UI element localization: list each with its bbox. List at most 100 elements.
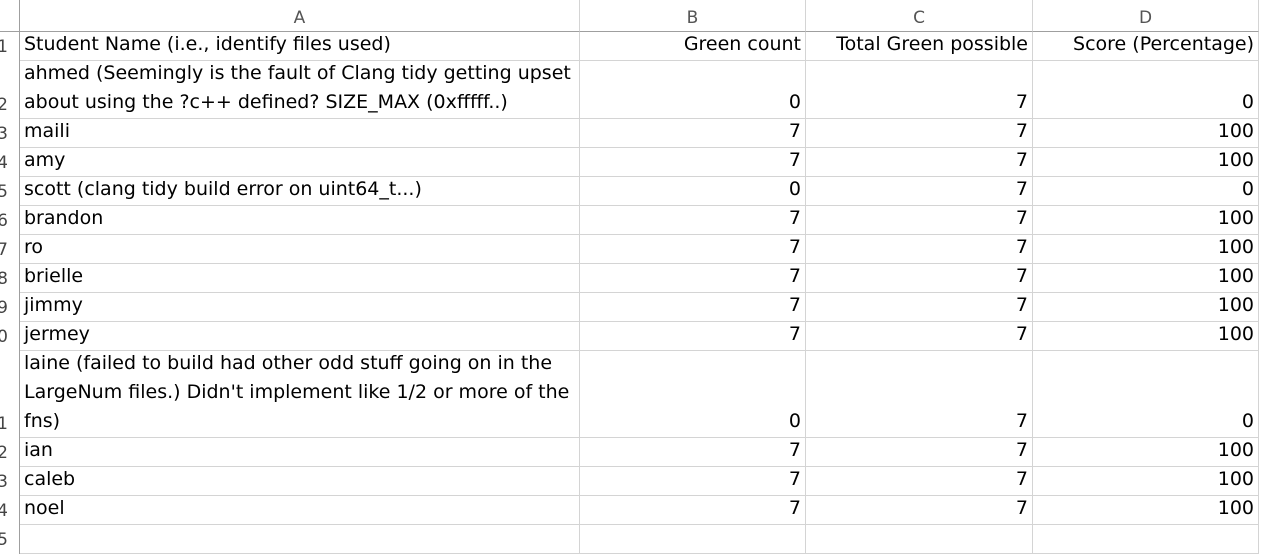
cell-value: amy [24, 149, 66, 171]
cell-b8[interactable]: 7 [580, 264, 806, 293]
cell-b11[interactable]: 0 [580, 351, 806, 438]
cell-a7[interactable]: ro [20, 235, 580, 264]
row-header-8[interactable]: 8 [0, 264, 20, 293]
cell-c14[interactable]: 7 [806, 496, 1033, 525]
cell-c3[interactable]: 7 [806, 119, 1033, 148]
cell-value: 100 [1217, 149, 1254, 171]
cell-b13[interactable]: 7 [580, 467, 806, 496]
cell-value: 0 [1241, 410, 1254, 432]
cell-b15[interactable] [580, 525, 806, 554]
row-header-11[interactable]: 11 [0, 351, 20, 438]
cell-b6[interactable]: 7 [580, 206, 806, 235]
cell-b9[interactable]: 7 [580, 293, 806, 322]
cell-c4[interactable]: 7 [806, 148, 1033, 177]
cell-a10[interactable]: jermey [20, 322, 580, 351]
cell-value: 7 [788, 497, 801, 519]
row-header-12[interactable]: 12 [0, 438, 20, 467]
row-header-10[interactable]: 10 [0, 322, 20, 351]
cell-a4[interactable]: amy [20, 148, 580, 177]
row-header-6[interactable]: 6 [0, 206, 20, 235]
cell-c11[interactable]: 7 [806, 351, 1033, 438]
select-all-corner[interactable] [0, 0, 20, 32]
cell-value: ahmed (Seemingly is the fault of Clang t… [24, 62, 571, 113]
cell-a2[interactable]: ahmed (Seemingly is the fault of Clang t… [20, 61, 580, 119]
cell-d10[interactable]: 100 [1033, 322, 1259, 351]
row-header-3[interactable]: 3 [0, 119, 20, 148]
row-header-13[interactable]: 13 [0, 467, 20, 496]
cell-value: scott (clang tidy build error on uint64_… [24, 178, 422, 200]
cell-value: ian [24, 439, 53, 461]
column-header-b[interactable]: B [580, 0, 806, 32]
cell-d14[interactable]: 100 [1033, 496, 1259, 525]
row-header-4[interactable]: 4 [0, 148, 20, 177]
cell-a14[interactable]: noel [20, 496, 580, 525]
row-header-9[interactable]: 9 [0, 293, 20, 322]
cell-d15[interactable] [1033, 525, 1259, 554]
cell-c2[interactable]: 7 [806, 61, 1033, 119]
cell-c7[interactable]: 7 [806, 235, 1033, 264]
cell-value: 7 [1015, 439, 1028, 461]
row-header-7[interactable]: 7 [0, 235, 20, 264]
cell-a6[interactable]: brandon [20, 206, 580, 235]
cell-a11[interactable]: laine (failed to build had other odd stu… [20, 351, 580, 438]
cell-b3[interactable]: 7 [580, 119, 806, 148]
cell-c8[interactable]: 7 [806, 264, 1033, 293]
cell-value: Student Name (i.e., identify files used) [24, 33, 391, 55]
cell-c1[interactable]: Total Green possible [806, 32, 1033, 61]
cell-b14[interactable]: 7 [580, 496, 806, 525]
cell-d12[interactable]: 100 [1033, 438, 1259, 467]
cell-a5[interactable]: scott (clang tidy build error on uint64_… [20, 177, 580, 206]
cell-value: brandon [24, 207, 104, 229]
cell-c6[interactable]: 7 [806, 206, 1033, 235]
cell-d1[interactable]: Score (Percentage) [1033, 32, 1259, 61]
cell-a12[interactable]: ian [20, 438, 580, 467]
cell-b12[interactable]: 7 [580, 438, 806, 467]
cell-c9[interactable]: 7 [806, 293, 1033, 322]
cell-value: 7 [1015, 149, 1028, 171]
cell-a3[interactable]: maili [20, 119, 580, 148]
row-header-5[interactable]: 5 [0, 177, 20, 206]
cell-c10[interactable]: 7 [806, 322, 1033, 351]
row-header-2[interactable]: 2 [0, 61, 20, 119]
cell-a15[interactable] [20, 525, 580, 554]
row-header-1[interactable]: 1 [0, 32, 20, 61]
cell-c13[interactable]: 7 [806, 467, 1033, 496]
cell-value: Total Green possible [836, 33, 1028, 55]
cell-a13[interactable]: caleb [20, 467, 580, 496]
cell-b10[interactable]: 7 [580, 322, 806, 351]
cell-d5[interactable]: 0 [1033, 177, 1259, 206]
cell-value: 100 [1217, 497, 1254, 519]
cell-d13[interactable]: 100 [1033, 467, 1259, 496]
cell-d11[interactable]: 0 [1033, 351, 1259, 438]
row-header-15[interactable]: 15 [0, 525, 20, 554]
cell-b4[interactable]: 7 [580, 148, 806, 177]
cell-a9[interactable]: jimmy [20, 293, 580, 322]
column-header-a[interactable]: A [20, 0, 580, 32]
cell-b7[interactable]: 7 [580, 235, 806, 264]
cell-c12[interactable]: 7 [806, 438, 1033, 467]
cell-value: 100 [1217, 236, 1254, 258]
cell-value: caleb [24, 468, 76, 490]
cell-b1[interactable]: Green count [580, 32, 806, 61]
cell-value: 100 [1217, 265, 1254, 287]
cell-c5[interactable]: 7 [806, 177, 1033, 206]
cell-b2[interactable]: 0 [580, 61, 806, 119]
cell-d2[interactable]: 0 [1033, 61, 1259, 119]
cell-d7[interactable]: 100 [1033, 235, 1259, 264]
cell-value: 7 [1015, 207, 1028, 229]
cell-d4[interactable]: 100 [1033, 148, 1259, 177]
cell-a8[interactable]: brielle [20, 264, 580, 293]
cell-d3[interactable]: 100 [1033, 119, 1259, 148]
cell-d8[interactable]: 100 [1033, 264, 1259, 293]
cell-d6[interactable]: 100 [1033, 206, 1259, 235]
cell-a1[interactable]: Student Name (i.e., identify files used) [20, 32, 580, 61]
cell-d9[interactable]: 100 [1033, 293, 1259, 322]
column-header-c[interactable]: C [806, 0, 1033, 32]
row-header-14[interactable]: 14 [0, 496, 20, 525]
cell-value: 100 [1217, 323, 1254, 345]
cell-value: 7 [1015, 120, 1028, 142]
cell-value: brielle [24, 265, 84, 287]
cell-c15[interactable] [806, 525, 1033, 554]
column-header-d[interactable]: D [1033, 0, 1259, 32]
cell-b5[interactable]: 0 [580, 177, 806, 206]
